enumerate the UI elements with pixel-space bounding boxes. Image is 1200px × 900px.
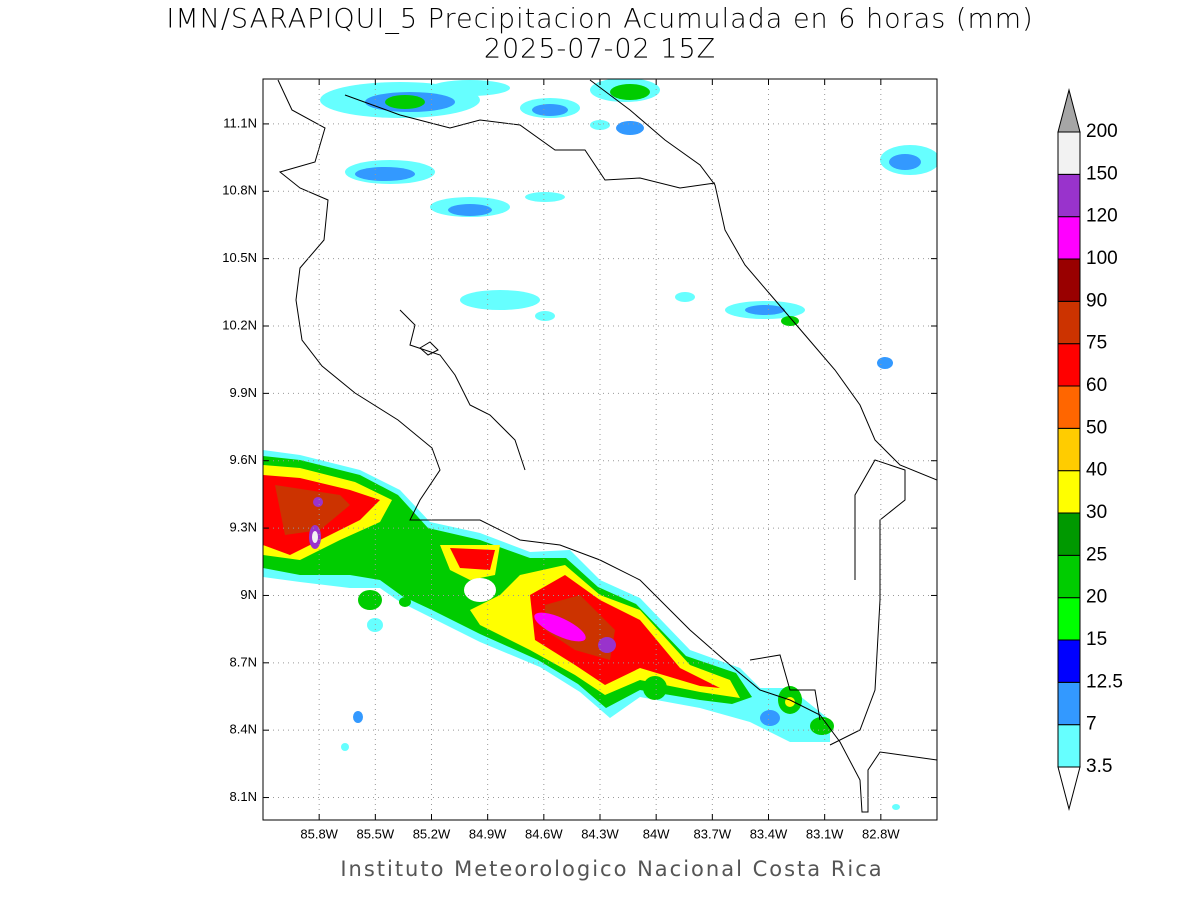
colorbar-box xyxy=(1057,173,1081,218)
colorbar-box xyxy=(1057,470,1081,514)
x-tick-label: 85.2W xyxy=(413,826,451,841)
colorbar-label: 120 xyxy=(1086,206,1118,227)
colorbar-box xyxy=(1057,512,1081,556)
border-panama xyxy=(829,459,906,746)
x-tick-label: 84.6W xyxy=(525,826,563,841)
colorbar-label: 60 xyxy=(1086,375,1107,396)
y-tick-label: 9.6N xyxy=(230,452,257,467)
x-tick-label: 82.8W xyxy=(862,826,900,841)
x-tick-label: 83.7W xyxy=(694,826,732,841)
colorbar-label: 40 xyxy=(1086,460,1107,481)
colorbar-box xyxy=(1057,554,1081,599)
colorbar-below xyxy=(1057,766,1081,811)
caribbean-coast xyxy=(589,79,937,481)
y-tick-label: 10.2N xyxy=(222,317,257,332)
x-tick-label: 83.1W xyxy=(806,826,844,841)
y-tick-label: 9.9N xyxy=(230,385,257,400)
colorbar-box xyxy=(1057,300,1081,345)
y-tick-label: 9.3N xyxy=(230,520,257,535)
y-tick-label: 8.1N xyxy=(230,789,257,804)
precipitation-field xyxy=(263,79,937,810)
colorbar-box xyxy=(1057,639,1081,683)
colorbar-box xyxy=(1057,427,1081,472)
y-tick-label: 9N xyxy=(240,587,257,602)
colorbar-label: 90 xyxy=(1086,290,1107,311)
chart-title: IMN/SARAPIQUI_5 Precipitacion Acumulada … xyxy=(166,4,1033,35)
coastlines xyxy=(277,79,937,813)
y-tick-label: 8.7N xyxy=(230,654,257,669)
colorbar-label: 200 xyxy=(1086,121,1118,142)
x-tick-label: 85.8W xyxy=(300,826,338,841)
colorbar-box xyxy=(1057,131,1081,175)
y-tick-label: 10.5N xyxy=(222,250,257,265)
gulf-nicoya xyxy=(399,309,526,471)
x-tick-label: 83.4W xyxy=(750,826,788,841)
x-tick-label: 85.5W xyxy=(357,826,395,841)
colorbar-label: 25 xyxy=(1086,544,1107,565)
colorbar-label: 15 xyxy=(1086,629,1107,650)
colorbar-above xyxy=(1057,88,1081,133)
colorbar-label: 30 xyxy=(1086,502,1107,523)
colorbar-label: 12.5 xyxy=(1086,671,1123,692)
chart-subtitle: 2025-07-02 15Z xyxy=(484,34,716,65)
colorbar-label: 150 xyxy=(1086,163,1118,184)
colorbar-label: 7 xyxy=(1086,714,1097,735)
x-tick-label: 84.3W xyxy=(581,826,619,841)
colorbar-label: 20 xyxy=(1086,587,1107,608)
colorbar-label: 50 xyxy=(1086,417,1107,438)
x-tick-label: 84.9W xyxy=(469,826,507,841)
colorbar-box xyxy=(1057,681,1081,726)
footer: Instituto Meteorologico Nacional Costa R… xyxy=(340,857,883,881)
y-tick-label: 8.4N xyxy=(230,722,257,737)
colorbar-box xyxy=(1057,343,1081,387)
y-tick-label: 10.8N xyxy=(222,183,257,198)
colorbar-label: 3.5 xyxy=(1086,756,1112,777)
colorbar-box xyxy=(1057,724,1081,768)
colorbar-label: 75 xyxy=(1086,333,1107,354)
colorbar-label: 100 xyxy=(1086,248,1118,269)
border-panama-south xyxy=(749,654,821,721)
y-tick-label: 11.1N xyxy=(223,115,257,130)
pacific-coast xyxy=(277,79,937,813)
colorbar-box xyxy=(1057,258,1081,302)
colorbar-box xyxy=(1057,597,1081,641)
x-tick-label: 84W xyxy=(643,826,670,841)
colorbar-box xyxy=(1057,385,1081,429)
lake xyxy=(419,341,439,356)
colorbar-box xyxy=(1057,216,1081,260)
